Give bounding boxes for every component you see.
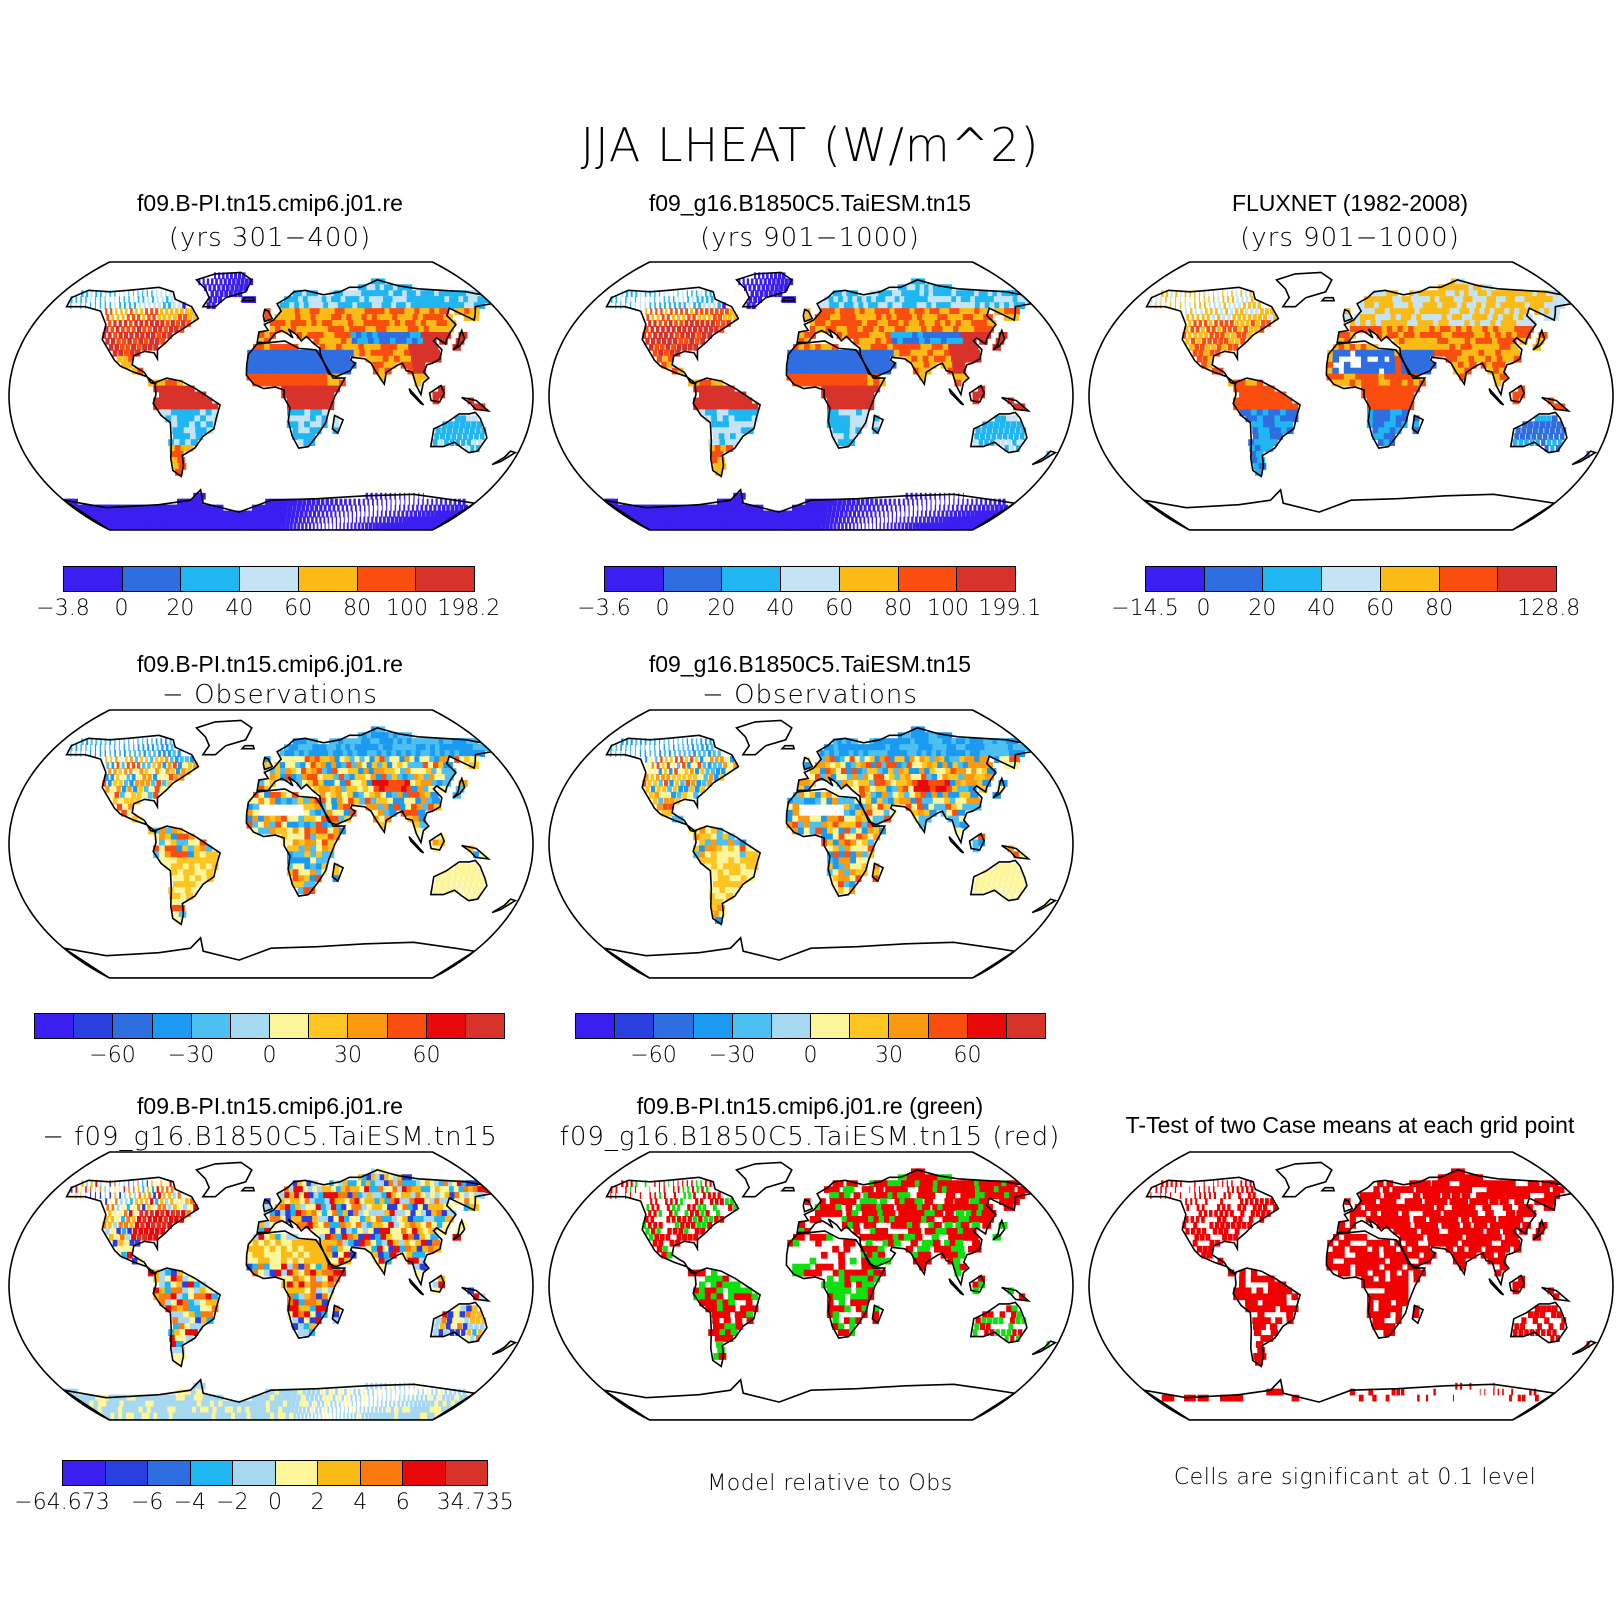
colorbar-tick-label: −3.8	[36, 596, 90, 621]
colorbar-tick-label: 60	[412, 1043, 441, 1068]
panel-3-map	[1088, 261, 1614, 531]
colorbar-tick-label: 30	[334, 1043, 362, 1068]
panel-2-subtitle: (yrs 901−1000)	[700, 223, 920, 253]
panel-5-title: f09_g16.B1850C5.TaiESM.tn15	[648, 651, 972, 677]
panel-5-subtitle: − Observations	[702, 680, 918, 710]
colorbar-tick-label: 0	[268, 1490, 282, 1515]
panel-3-title: FLUXNET (1982-2008)	[1231, 190, 1469, 216]
colorbar-tick-label: −3.6	[577, 596, 631, 621]
colorbar-tick-label: 40	[1307, 596, 1336, 621]
colorbar-tick-label: 20	[166, 596, 195, 621]
colorbar-2	[604, 566, 1016, 592]
panel-7-subtitle: − f09_g16.B1850C5.TaiESM.tn15	[42, 1122, 498, 1152]
colorbar-tick-label: −30	[708, 1043, 756, 1068]
colorbar-tick-label: 30	[875, 1043, 903, 1068]
colorbar-4	[34, 1013, 505, 1039]
note-model-relative: Model relative to Obs	[707, 1471, 953, 1496]
colorbar-tick-label: 60	[825, 596, 854, 621]
panel-3-subtitle: (yrs 901−1000)	[1240, 223, 1460, 253]
colorbar-tick-label: 40	[766, 596, 795, 621]
panel-9-map	[1088, 1151, 1614, 1421]
colorbar-tick-label: 100	[386, 596, 429, 621]
colorbar-tick-label: −4	[173, 1490, 207, 1515]
colorbar-tick-label: 199.1	[978, 596, 1042, 621]
colorbar-1	[63, 566, 475, 592]
colorbar-3	[1145, 566, 1557, 592]
colorbar-tick-label: 100	[927, 596, 970, 621]
figure-title: JJA LHEAT (W/m^2)	[580, 118, 1040, 172]
panel-1-title: f09.B-PI.tn15.cmip6.j01.re	[137, 190, 403, 216]
panel-9-title: T-Test of two Case means at each grid po…	[1125, 1112, 1575, 1138]
colorbar-5	[575, 1013, 1046, 1039]
colorbar-tick-label: −60	[630, 1043, 677, 1068]
colorbar-tick-label: 6	[395, 1490, 410, 1515]
panel-2-map	[548, 261, 1074, 531]
colorbar-tick-label: 4	[353, 1490, 368, 1515]
note-cells-significant: Cells are significant at 0.1 level	[1173, 1465, 1537, 1490]
colorbar-tick-label: 128.8	[1517, 596, 1581, 621]
colorbar-tick-label: 20	[707, 596, 736, 621]
colorbar-7	[62, 1460, 488, 1486]
panel-2-title: f09_g16.B1850C5.TaiESM.tn15	[648, 190, 972, 216]
colorbar-tick-label: −6	[130, 1490, 164, 1515]
colorbar-tick-label: 0	[114, 596, 129, 621]
panel-1-subtitle: (yrs 301−400)	[168, 223, 372, 253]
colorbar-tick-label: −2	[216, 1490, 249, 1515]
panel-5-map	[548, 709, 1074, 979]
panel-8-subtitle: f09_g16.B1850C5.TaiESM.tn15 (red)	[559, 1122, 1061, 1152]
colorbar-tick-label: 34.735	[436, 1490, 514, 1515]
panel-8-title: f09.B-PI.tn15.cmip6.j01.re (green)	[636, 1093, 984, 1119]
colorbar-tick-label: 60	[284, 596, 313, 621]
colorbar-tick-label: 80	[1425, 596, 1454, 621]
panel-7-title: f09.B-PI.tn15.cmip6.j01.re	[137, 1093, 403, 1119]
colorbar-tick-label: 0	[262, 1043, 277, 1068]
colorbar-tick-label: 60	[1366, 596, 1395, 621]
colorbar-tick-label: 40	[225, 596, 254, 621]
colorbar-tick-label: −64.673	[14, 1490, 110, 1515]
colorbar-tick-label: 60	[953, 1043, 982, 1068]
panel-7-map	[8, 1151, 534, 1421]
panel-4-subtitle: − Observations	[162, 680, 378, 710]
colorbar-tick-label: 20	[1248, 596, 1277, 621]
panel-4-map	[8, 709, 534, 979]
colorbar-tick-label: 80	[343, 596, 372, 621]
panel-1-map	[8, 261, 534, 531]
colorbar-tick-label: 198.2	[437, 596, 501, 621]
colorbar-tick-label: −30	[167, 1043, 215, 1068]
panel-8-map	[548, 1151, 1074, 1421]
panel-4-title: f09.B-PI.tn15.cmip6.j01.re	[137, 651, 403, 677]
colorbar-tick-label: 2	[310, 1490, 325, 1515]
colorbar-tick-label: 0	[803, 1043, 818, 1068]
colorbar-tick-label: 80	[884, 596, 913, 621]
colorbar-tick-label: −14.5	[1111, 596, 1179, 621]
colorbar-tick-label: −60	[89, 1043, 136, 1068]
colorbar-tick-label: 0	[655, 596, 670, 621]
colorbar-tick-label: 0	[1196, 596, 1211, 621]
